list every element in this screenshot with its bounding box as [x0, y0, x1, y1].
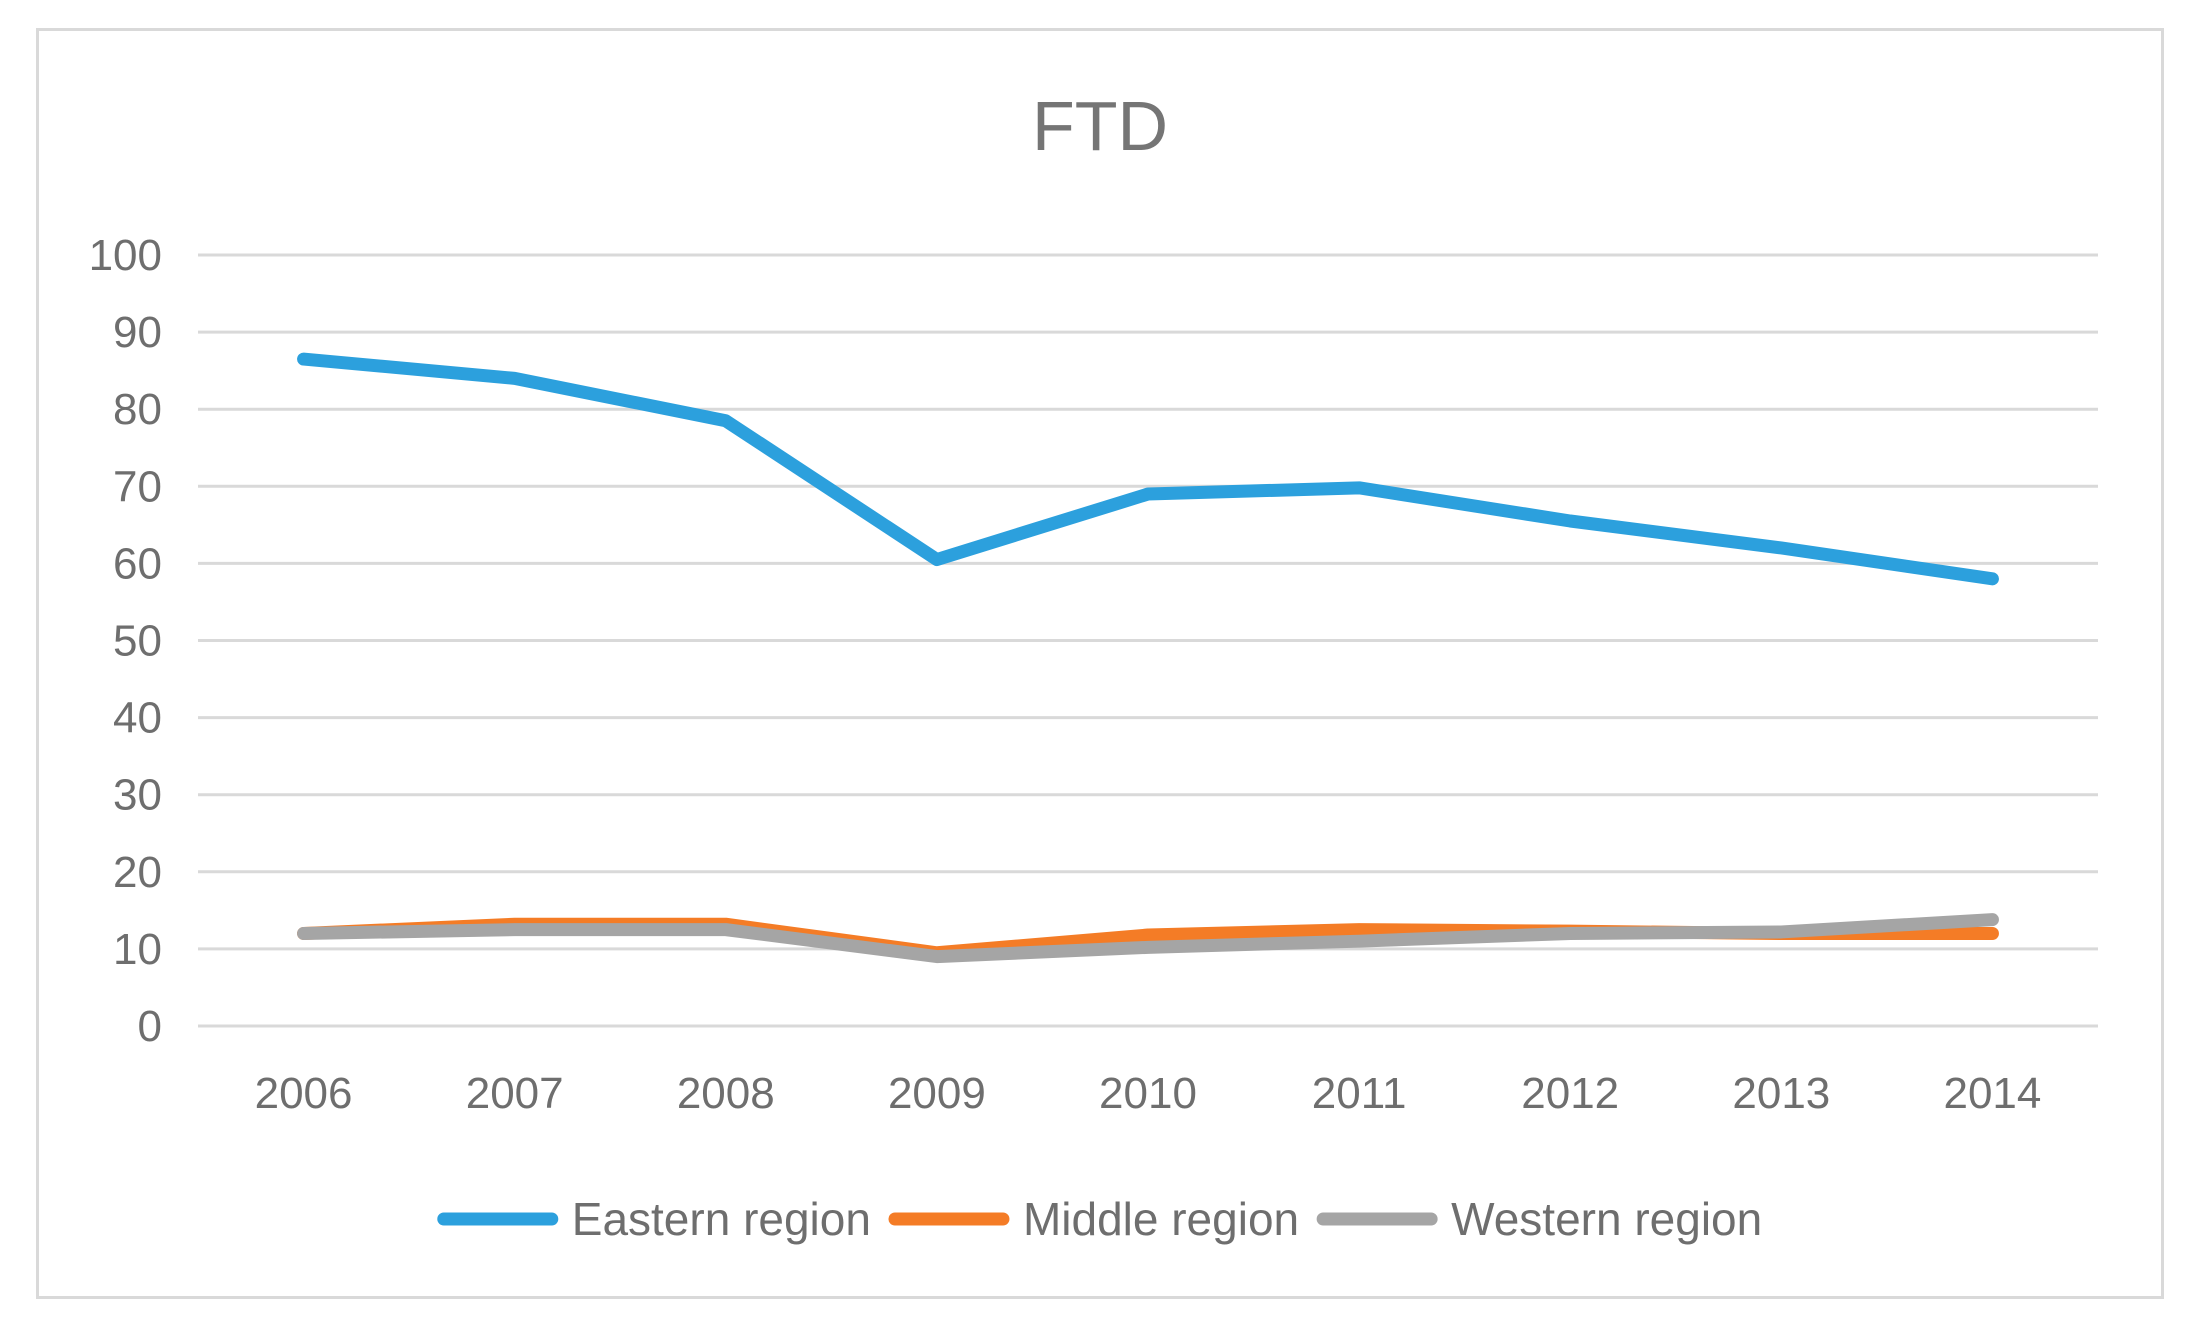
legend: Eastern region Middle region Western regio… [437, 1193, 1762, 1245]
x-tick-label: 2009 [888, 1069, 986, 1118]
y-tick-label: 60 [113, 539, 162, 588]
series-line-western-region [297, 913, 1999, 964]
chart-frame [36, 28, 2164, 1299]
chart-title: FTD [1032, 87, 1168, 165]
x-tick-label: 2012 [1521, 1069, 1619, 1118]
y-tick-label: 70 [113, 462, 162, 511]
y-tick-label: 20 [113, 848, 162, 897]
legend-label: Eastern region [572, 1193, 871, 1245]
y-tick-label: 0 [138, 1002, 162, 1051]
y-tick-label: 100 [89, 231, 162, 280]
x-tick-label: 2014 [1943, 1069, 2041, 1118]
y-tick-label: 10 [113, 925, 162, 974]
series-lines [297, 352, 1999, 964]
x-tick-label: 2008 [677, 1069, 775, 1118]
legend-label: Middle region [1023, 1193, 1299, 1245]
x-tick-label: 2010 [1099, 1069, 1197, 1118]
y-tick-label: 90 [113, 308, 162, 357]
y-tick-label: 30 [113, 771, 162, 820]
gridlines [198, 253, 2098, 1028]
y-axis-tick-labels: 0 10 20 30 40 50 60 70 80 90 100 [89, 231, 162, 1051]
x-tick-label: 2013 [1732, 1069, 1830, 1118]
x-tick-label: 2007 [466, 1069, 564, 1118]
x-tick-label: 2006 [255, 1069, 353, 1118]
legend-label: Western region [1451, 1193, 1762, 1245]
y-tick-label: 80 [113, 385, 162, 434]
x-axis-tick-labels: 2006 2007 2008 2009 2010 2011 2012 2013 2014 [255, 1069, 2042, 1118]
x-tick-label: 2011 [1312, 1069, 1407, 1118]
y-tick-label: 50 [113, 617, 162, 666]
y-tick-label: 40 [113, 694, 162, 743]
series-line-eastern-region [297, 352, 1999, 586]
